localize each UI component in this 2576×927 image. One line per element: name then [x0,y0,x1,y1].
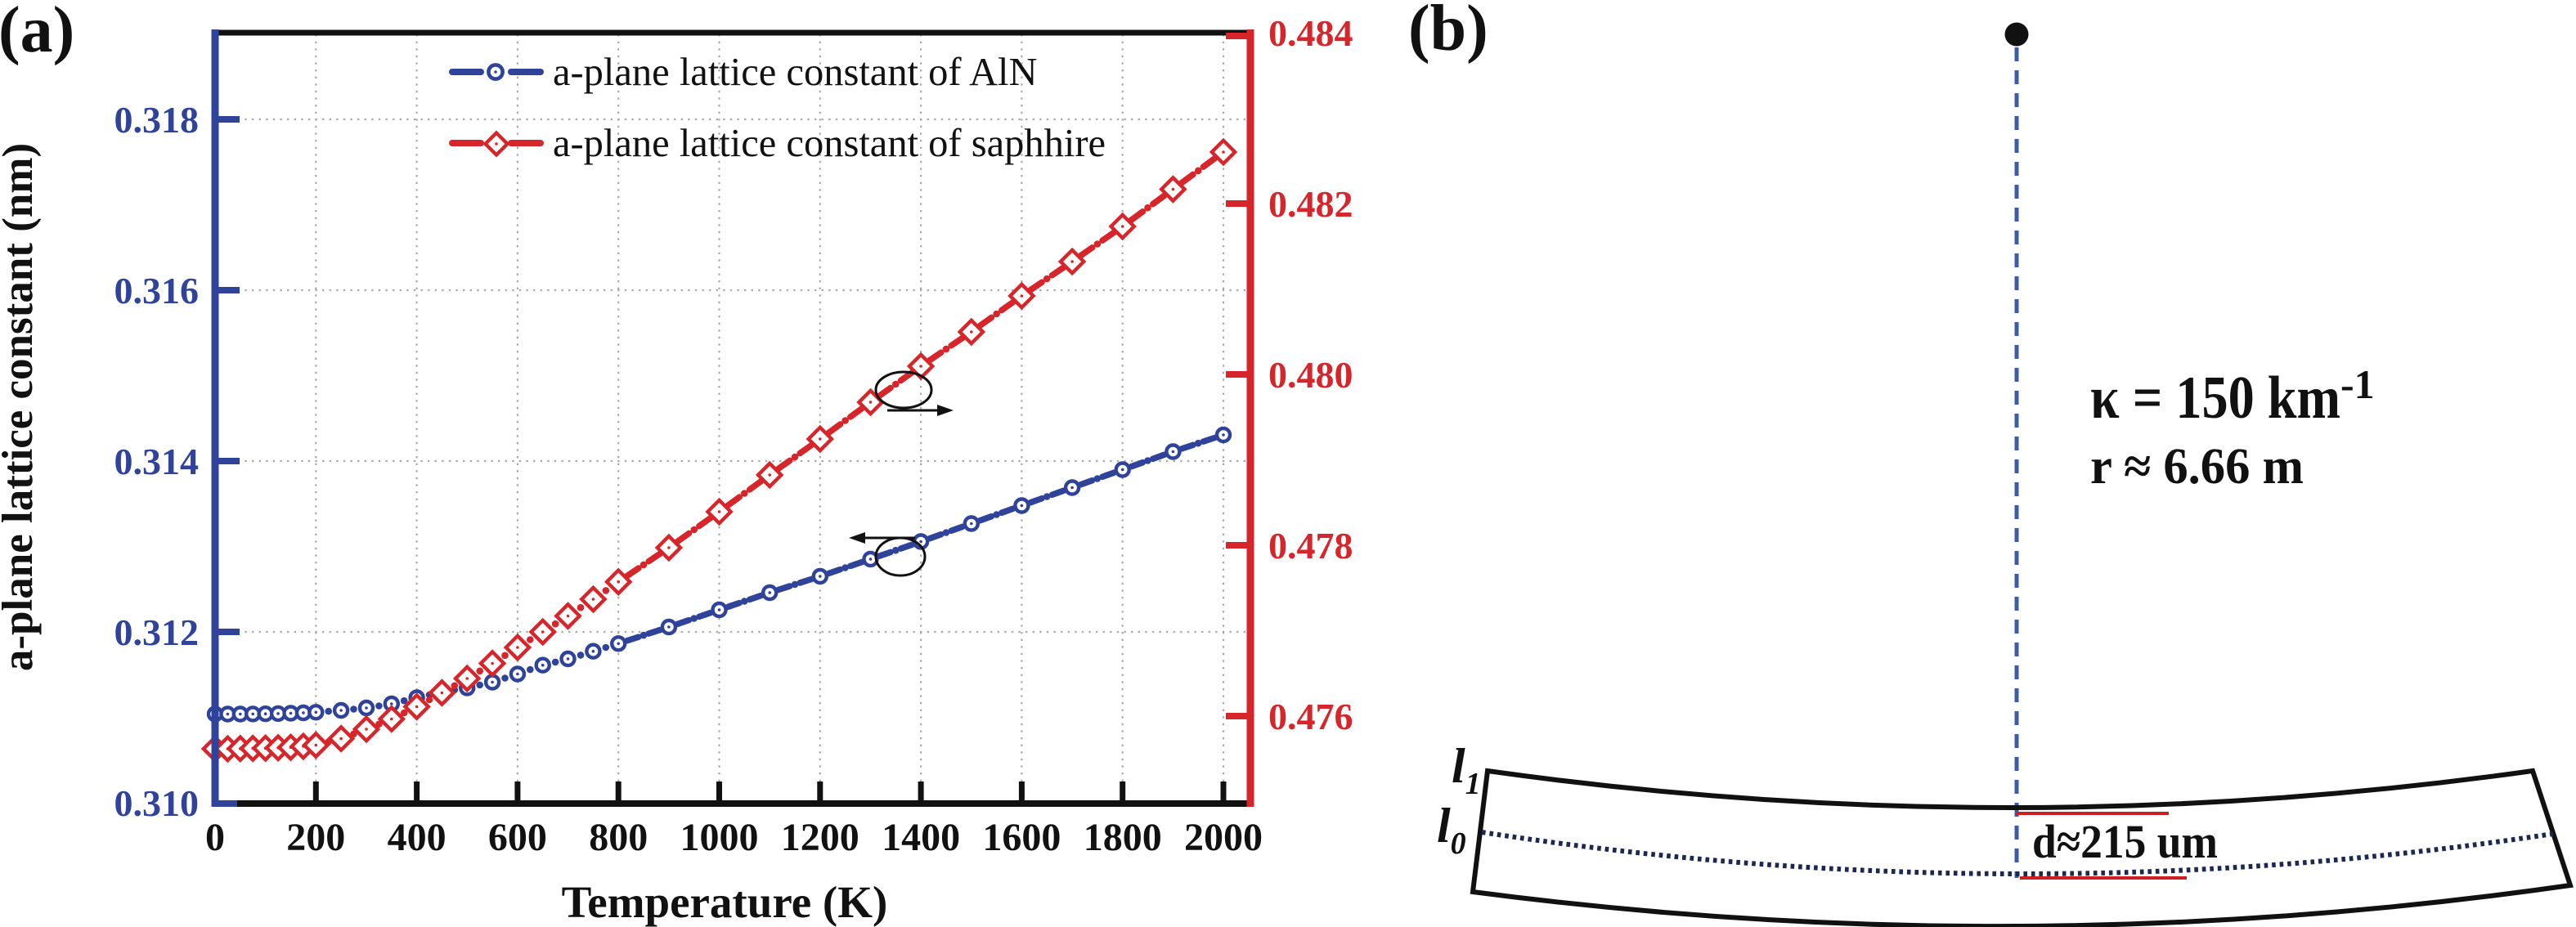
svg-text:0.312: 0.312 [114,611,200,653]
svg-text:0.480: 0.480 [1268,354,1353,396]
svg-text:1600: 1600 [982,816,1061,859]
svg-text:2000: 2000 [1184,816,1263,859]
svg-text:1200: 1200 [781,816,859,859]
svg-text:0.478: 0.478 [1268,525,1353,566]
svg-text:0.310: 0.310 [114,782,200,824]
svg-text:1000: 1000 [680,816,759,859]
svg-text:800: 800 [589,816,648,859]
svg-text:400: 400 [388,816,447,859]
svg-text:0.314: 0.314 [114,441,200,482]
svg-text:-1: -1 [2340,361,2375,407]
svg-text:600: 600 [488,816,547,859]
svg-text:(a): (a) [0,0,74,66]
svg-text:r ≈ 6.66 m: r ≈ 6.66 m [2090,439,2304,495]
svg-text:a-plane lattice constant (nm): a-plane lattice constant (nm) [0,143,42,671]
svg-text:0.476: 0.476 [1268,696,1353,737]
svg-text:0.484: 0.484 [1268,12,1353,54]
svg-text:(b): (b) [1408,0,1488,65]
svg-text:d≈215 um: d≈215 um [2032,815,2218,868]
svg-text:a-plane lattice constant of sa: a-plane lattice constant of saphhire [553,122,1106,165]
svg-text:Temperature (K): Temperature (K) [562,877,888,927]
svg-text:1400: 1400 [882,816,960,859]
svg-text:0.316: 0.316 [114,270,200,311]
svg-text:200: 200 [286,816,345,859]
svg-text:0: 0 [205,816,225,859]
svg-text:a-plane lattice constant of Al: a-plane lattice constant of AlN [553,51,1038,94]
svg-text:0.482: 0.482 [1268,183,1353,225]
svg-text:1800: 1800 [1084,816,1162,859]
svg-text:κ = 150 km: κ = 150 km [2090,365,2340,432]
svg-text:0.318: 0.318 [114,99,200,141]
